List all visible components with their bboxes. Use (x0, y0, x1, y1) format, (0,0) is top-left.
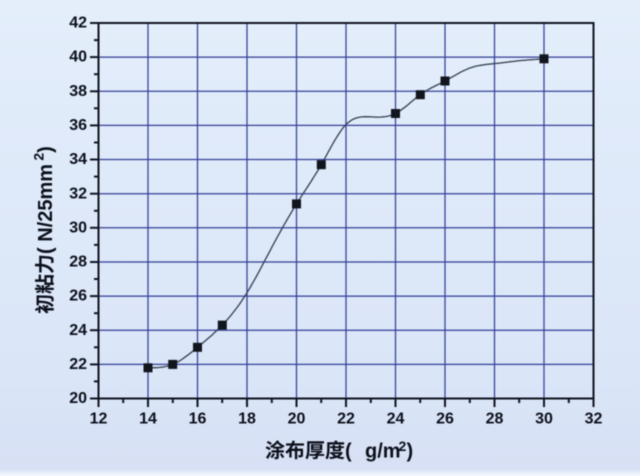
svg-text:26: 26 (69, 288, 87, 305)
svg-text:28: 28 (69, 254, 87, 271)
svg-text:20: 20 (69, 390, 87, 407)
svg-text:(: ( (345, 441, 352, 463)
svg-text:36: 36 (69, 117, 87, 134)
svg-text:22: 22 (337, 411, 355, 428)
svg-text:32: 32 (585, 411, 603, 428)
svg-text:34: 34 (69, 151, 87, 168)
svg-text:26: 26 (436, 411, 454, 428)
svg-text:12: 12 (90, 411, 108, 428)
svg-text:42: 42 (69, 15, 87, 32)
svg-text:2: 2 (399, 438, 407, 454)
svg-text:): ) (407, 441, 414, 463)
svg-text:40: 40 (69, 49, 87, 66)
svg-text:g/m: g/m (365, 441, 401, 463)
svg-text:( N/25mm: ( N/25mm (35, 164, 57, 254)
svg-text:30: 30 (535, 411, 553, 428)
svg-text:14: 14 (139, 411, 157, 428)
svg-text:30: 30 (69, 219, 87, 236)
svg-text:22: 22 (69, 356, 87, 373)
svg-text:16: 16 (189, 411, 207, 428)
svg-text:38: 38 (69, 83, 87, 100)
svg-text:18: 18 (238, 411, 256, 428)
svg-text:24: 24 (387, 411, 405, 428)
svg-text:32: 32 (69, 185, 87, 202)
svg-text:20: 20 (288, 411, 306, 428)
svg-text:): ) (35, 146, 57, 153)
svg-text:28: 28 (486, 411, 504, 428)
svg-text:24: 24 (69, 322, 87, 339)
svg-text:2: 2 (31, 153, 47, 161)
